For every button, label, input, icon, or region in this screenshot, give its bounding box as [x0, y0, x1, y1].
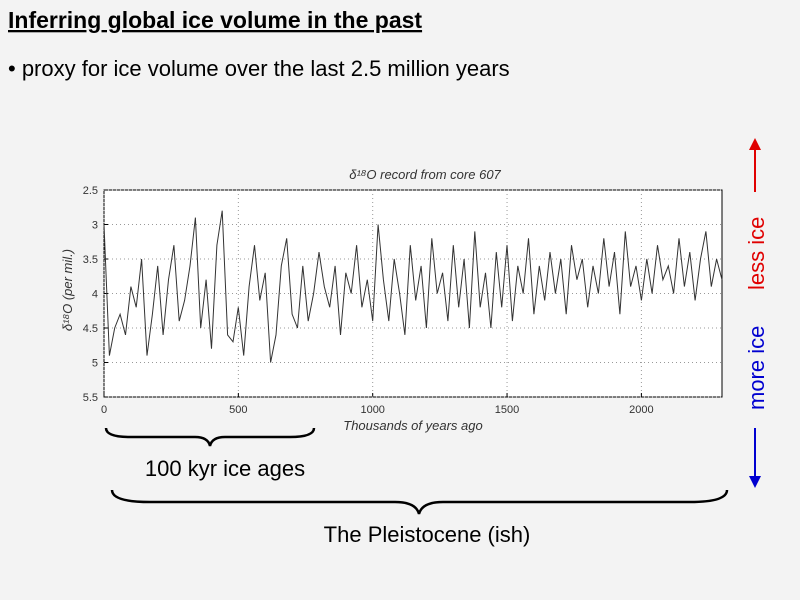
x-tick-label: 500: [229, 404, 247, 416]
x-tick-label: 2000: [629, 404, 653, 416]
brace-label: The Pleistocene (ish): [324, 522, 531, 547]
more-ice-label: more ice: [744, 326, 769, 410]
heading: Inferring global ice volume in the past: [8, 7, 422, 33]
brace: [110, 489, 729, 515]
less-ice-label: less ice: [744, 217, 769, 290]
y-tick-label: 2.5: [83, 185, 98, 197]
y-tick-label: 3: [92, 220, 98, 232]
x-tick-label: 1000: [360, 404, 384, 416]
x-axis-label: Thousands of years ago: [343, 418, 482, 433]
arrowhead: [749, 476, 761, 488]
data-line: [103, 210, 723, 363]
x-tick-label: 0: [101, 404, 107, 416]
brace-label: 100 kyr ice ages: [145, 456, 305, 481]
chart-title: δ¹⁸O record from core 607: [349, 167, 501, 182]
y-axis-label: δ¹⁸O (per mil.): [60, 249, 75, 331]
bullet: • proxy for ice volume over the last 2.5…: [8, 56, 510, 81]
brace: [104, 427, 316, 447]
y-tick-label: 5.5: [83, 392, 98, 404]
y-tick-label: 4.5: [83, 323, 98, 335]
y-tick-label: 3.5: [83, 254, 98, 266]
x-tick-label: 1500: [495, 404, 519, 416]
y-tick-label: 5: [92, 358, 98, 370]
y-tick-label: 4: [92, 289, 98, 301]
arrowhead: [749, 138, 761, 150]
